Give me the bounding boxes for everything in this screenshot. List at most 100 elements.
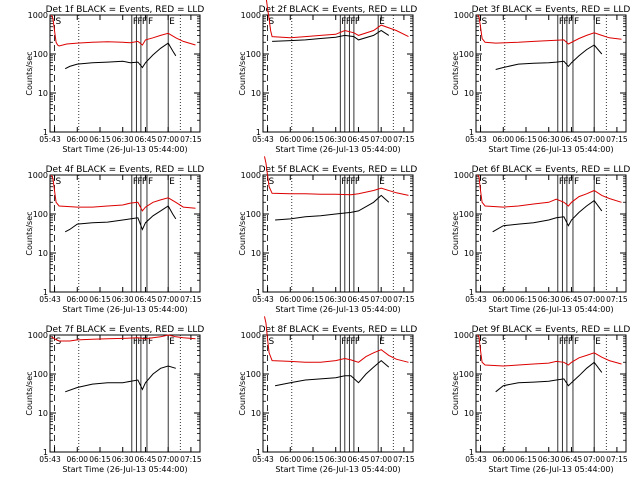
p9-xtick-label: 06:00 [492, 455, 514, 464]
p1-series-events [64, 42, 177, 70]
p9-marker-label: F [574, 337, 579, 347]
p9-marker-label: E [595, 337, 601, 347]
p3-xlabel: Start Time (26-Jul-13 05:44:00) [488, 145, 613, 154]
p8-series-events [275, 359, 390, 387]
p2-series-lld [265, 0, 409, 39]
p9-xtick-label: 06:45 [561, 455, 583, 464]
p9-marker-label: S [482, 337, 488, 347]
p5-xtick-label: 06:15 [302, 295, 324, 304]
p8-title: Det 8f BLACK = Events, RED = LLD [259, 325, 418, 335]
p1-ytick-label: 1000 [28, 11, 48, 20]
p2-title: Det 2f BLACK = Events, RED = LLD [259, 5, 418, 15]
p2-xtick-label: 07:15 [393, 135, 415, 144]
p3-xtick-label: 07:15 [606, 135, 628, 144]
p8-marker-label: E [379, 337, 385, 347]
p1-marker-label: F [142, 17, 147, 27]
p6-xlabel: Start Time (26-Jul-13 05:44:00) [488, 305, 613, 314]
p9-marker-label: F [563, 337, 568, 347]
p3-ytick-label: 1 [469, 128, 474, 137]
p8-marker-label: F [350, 337, 355, 347]
p3-ytick-label: 100 [459, 50, 474, 59]
p7-xtick-label: 06:45 [135, 455, 157, 464]
p1-xtick-label: 05:43 [39, 135, 61, 144]
p8-marker-label: S [269, 337, 275, 347]
p7-marker-label: F [142, 337, 147, 347]
p8-marker-label: F [355, 337, 360, 347]
p1-ytick-label: 100 [33, 50, 48, 59]
p6-marker-label: S [482, 177, 488, 187]
p6-marker-label: F [568, 177, 573, 187]
p7-marker-label: F [137, 337, 142, 347]
p5-ytick-label: 100 [246, 210, 261, 219]
p2-marker-label: E [379, 17, 385, 27]
p9-xtick-label: 07:15 [606, 455, 628, 464]
p9-ytick-label: 1 [469, 448, 474, 457]
p1-marker-label: S [56, 17, 62, 27]
p4-frame [49, 174, 201, 293]
p1-frame [49, 14, 201, 133]
p1-xtick-label: 06:00 [66, 135, 88, 144]
p8-marker-label: F [341, 337, 346, 347]
p9-ytick-label: 1000 [454, 331, 474, 340]
p7-xtick-label: 05:43 [39, 455, 61, 464]
p5-xtick-label: 06:30 [325, 295, 347, 304]
p2-xlabel: Start Time (26-Jul-13 05:44:00) [275, 145, 400, 154]
p8-xtick-label: 06:00 [279, 455, 301, 464]
p7-xtick-label: 06:15 [89, 455, 111, 464]
p5-marker-label: S [269, 177, 275, 187]
p6-xtick-label: 07:15 [606, 295, 628, 304]
p5-marker-label: F [346, 177, 351, 187]
p3-xtick-label: 05:43 [465, 135, 487, 144]
p9-xlabel: Start Time (26-Jul-13 05:44:00) [488, 465, 613, 474]
p6-ytick-label: 10 [464, 249, 474, 258]
p7-marker-label: E [169, 337, 175, 347]
p2-ylabel: Counts/sec [238, 51, 247, 95]
p4-series-events [64, 205, 177, 233]
p1-xtick-label: 07:00 [157, 135, 179, 144]
p7-ytick-label: 1 [43, 448, 48, 457]
p4-xtick-label: 07:15 [180, 295, 202, 304]
p1-xtick-label: 06:15 [89, 135, 111, 144]
p7-xtick-label: 06:30 [112, 455, 134, 464]
p8-ytick-label: 1 [256, 448, 261, 457]
p6-series-lld [477, 174, 622, 208]
p5-ytick-label: 10 [251, 249, 261, 258]
p5-ytick-label: 1 [256, 288, 261, 297]
p1-marker-label: F [137, 17, 142, 27]
p4-series-lld [51, 174, 196, 212]
p5-xtick-label: 06:00 [279, 295, 301, 304]
p5-title: Det 5f BLACK = Events, RED = LLD [259, 165, 418, 175]
p3-marker-label: F [568, 17, 573, 27]
p8-marker-label: F [346, 337, 351, 347]
p7-title: Det 7f BLACK = Events, RED = LLD [46, 325, 205, 335]
p1-xlabel: Start Time (26-Jul-13 05:44:00) [62, 145, 187, 154]
p3-marker-label: S [482, 17, 488, 27]
p9-series-lld [477, 334, 622, 367]
p1-title: Det 1f BLACK = Events, RED = LLD [46, 5, 205, 15]
p2-marker-label: F [341, 17, 346, 27]
p4-marker-label: F [148, 177, 153, 187]
p8-ytick-label: 10 [251, 409, 261, 418]
p2-frame [262, 14, 414, 133]
p4-marker-label: S [56, 177, 62, 187]
p7-xlabel: Start Time (26-Jul-13 05:44:00) [62, 465, 187, 474]
p1-ytick-label: 1 [43, 128, 48, 137]
p3-xtick-label: 06:15 [515, 135, 537, 144]
p8-xtick-label: 07:00 [370, 455, 392, 464]
p1-series-lld [51, 14, 196, 47]
p1-xtick-label: 06:30 [112, 135, 134, 144]
p9-marker-label: F [568, 337, 573, 347]
p6-title: Det 6f BLACK = Events, RED = LLD [472, 165, 631, 175]
p2-xtick-label: 06:45 [348, 135, 370, 144]
p1-marker-label: F [148, 17, 153, 27]
p4-ytick-label: 1 [43, 288, 48, 297]
p6-xtick-label: 05:43 [465, 295, 487, 304]
p2-marker-label: S [269, 17, 275, 27]
p3-series-events [495, 44, 603, 70]
p8-xtick-label: 06:30 [325, 455, 347, 464]
p7-series-events [65, 365, 176, 393]
p2-ytick-label: 1000 [241, 11, 261, 20]
p9-xtick-label: 06:15 [515, 455, 537, 464]
p9-xtick-label: 05:43 [465, 455, 487, 464]
p7-xtick-label: 07:00 [157, 455, 179, 464]
